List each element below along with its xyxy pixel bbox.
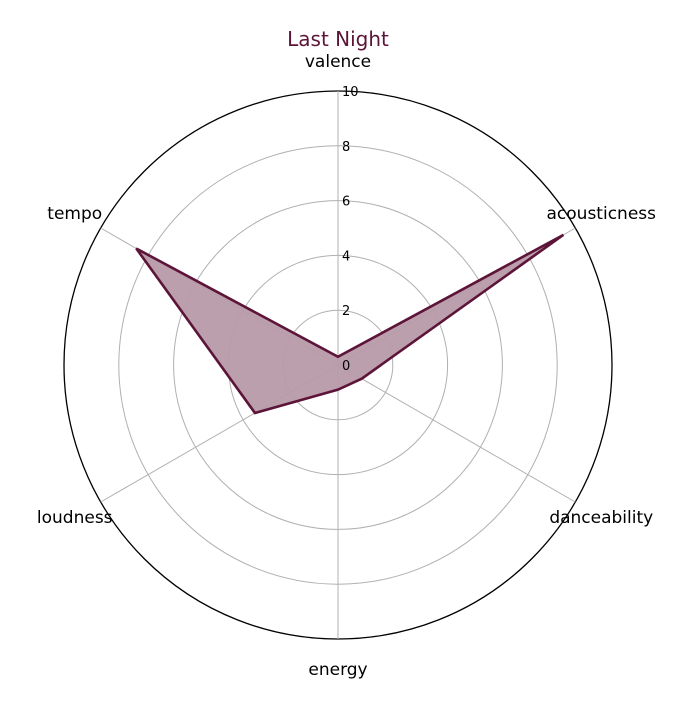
tick-label: 10 <box>342 85 359 100</box>
axis-label-valence: valence <box>305 52 371 72</box>
radar-series <box>135 233 565 415</box>
tick-label: 0 <box>342 359 350 374</box>
spoke-danceability <box>337 364 576 503</box>
tick-label: 8 <box>342 140 350 155</box>
axis-label-danceability: danceability <box>549 508 653 528</box>
tick-label: 4 <box>342 249 350 264</box>
chart-title: Last Night <box>287 27 389 51</box>
tick-label: 6 <box>342 195 350 210</box>
axis-label-loudness: loudness <box>37 508 113 528</box>
axis-label-energy: energy <box>308 660 367 680</box>
axis-label-tempo: tempo <box>47 204 102 224</box>
tick-label: 2 <box>342 304 350 319</box>
axis-label-acousticness: acousticness <box>547 204 657 224</box>
axis-labels: valence acousticness danceability energy lou… <box>37 52 656 680</box>
radial-tick-labels: 0 2 4 6 8 10 <box>342 85 359 374</box>
